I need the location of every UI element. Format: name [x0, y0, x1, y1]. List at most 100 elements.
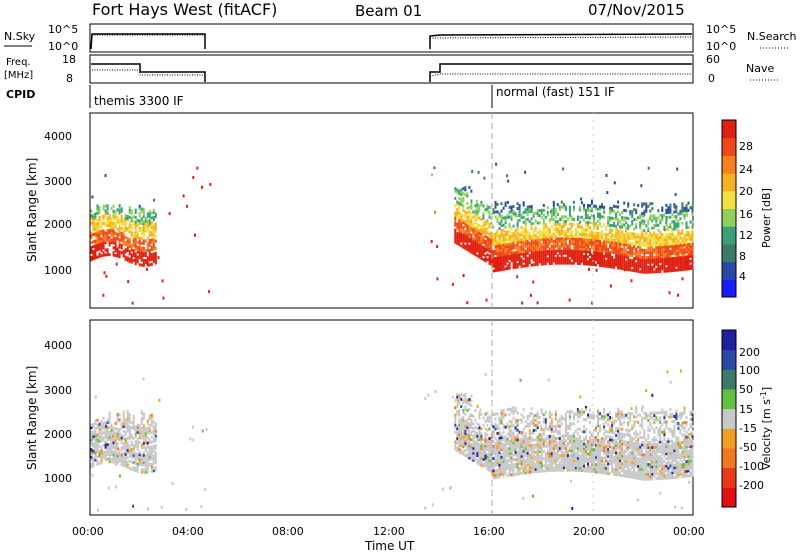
power-cell — [665, 237, 668, 241]
power-cell — [691, 261, 694, 265]
power-cell — [462, 221, 465, 225]
power-cell — [665, 208, 668, 212]
velocity-cell — [591, 448, 593, 451]
velocity-cell — [538, 435, 541, 439]
power-cell — [655, 250, 658, 254]
velocity-cell — [124, 457, 127, 461]
power-cell — [520, 242, 523, 246]
velocity-cell — [468, 444, 471, 448]
velocity-cell — [502, 462, 505, 466]
velocity-cell — [136, 455, 139, 459]
power-cell — [665, 233, 668, 236]
velocity-cell — [104, 455, 107, 459]
velocity-cell — [611, 457, 614, 461]
velocity-cell — [574, 456, 577, 460]
velocity-cell — [591, 438, 593, 442]
power-cell — [466, 238, 469, 242]
power-cell — [138, 221, 141, 225]
velocity-cell — [470, 399, 473, 403]
velocity-cell — [128, 430, 131, 434]
power-cell — [538, 231, 541, 234]
power-cell — [609, 255, 612, 259]
velocity-cell — [548, 444, 551, 448]
velocity-cell — [120, 424, 123, 428]
power-cell — [152, 242, 155, 246]
velocity-cell — [508, 468, 511, 472]
power-cell — [130, 209, 133, 213]
power-cell — [514, 256, 517, 259]
power-cell — [514, 258, 517, 262]
velocity-cell — [154, 444, 157, 448]
power-cell — [665, 216, 668, 219]
velocity-cell — [631, 412, 634, 416]
power-cell — [518, 248, 521, 252]
power-cell — [687, 264, 690, 268]
power-cell — [673, 205, 676, 209]
velocity-cell — [548, 469, 551, 472]
power-cell — [572, 249, 575, 253]
power-cell — [685, 204, 688, 208]
power-cell — [104, 233, 107, 237]
power-cell — [524, 232, 527, 236]
velocity-cell — [478, 430, 481, 434]
velocity-cell — [548, 422, 551, 426]
velocity-cell — [144, 463, 147, 467]
velocity-cell — [150, 464, 153, 468]
power-cell — [486, 248, 489, 252]
velocity-cell — [570, 466, 573, 470]
velocity-cell — [106, 426, 109, 430]
power-cell — [593, 238, 595, 242]
power-cell — [112, 221, 115, 225]
power-cell — [548, 254, 551, 258]
power-cell — [508, 210, 511, 214]
velocity-cell — [130, 433, 133, 437]
power-cell — [514, 253, 517, 257]
velocity-cell — [484, 432, 487, 436]
power-cell — [474, 209, 477, 213]
power-cell — [550, 218, 553, 221]
velocity-cell — [502, 465, 505, 468]
power-cell — [651, 243, 654, 247]
velocity-cell — [566, 449, 569, 453]
power-cell — [500, 258, 503, 262]
power-cell — [524, 218, 527, 221]
power-cell — [132, 254, 135, 258]
power-cell — [150, 226, 153, 230]
velocity-cell — [633, 446, 636, 450]
velocity-cell — [512, 424, 515, 428]
power-cell — [512, 251, 515, 255]
power-cell — [625, 228, 628, 232]
power-cell — [566, 249, 569, 253]
power-cell — [148, 217, 151, 220]
velocity-cell — [520, 464, 523, 468]
power-cell — [496, 254, 499, 258]
velocity-cell — [623, 420, 626, 424]
velocity-cell — [478, 460, 481, 464]
power-cell — [601, 254, 603, 258]
power-cell — [486, 207, 489, 210]
velocity-cell — [558, 446, 561, 450]
power-cell — [120, 236, 123, 240]
power-cell — [96, 243, 99, 247]
power-cell — [536, 214, 539, 218]
power-cell — [130, 248, 133, 252]
power-cell — [651, 265, 654, 269]
velocity-cell — [152, 449, 155, 453]
power-cell — [528, 249, 531, 253]
power-cell — [474, 211, 477, 215]
power-cell — [492, 257, 495, 261]
power-cell — [430, 239, 433, 243]
power-cell — [629, 253, 632, 257]
velocity-cell — [576, 412, 579, 416]
velocity-cell — [508, 444, 511, 448]
velocity-cell — [136, 469, 139, 473]
velocity-cell — [144, 448, 147, 452]
power-cell — [468, 217, 471, 221]
velocity-cell — [601, 437, 603, 440]
power-cell — [613, 248, 616, 252]
power-cell — [532, 251, 535, 255]
velocity-cell — [508, 427, 511, 431]
velocity-cell — [522, 415, 525, 419]
velocity-cell — [456, 402, 459, 406]
power-cell — [576, 244, 579, 248]
